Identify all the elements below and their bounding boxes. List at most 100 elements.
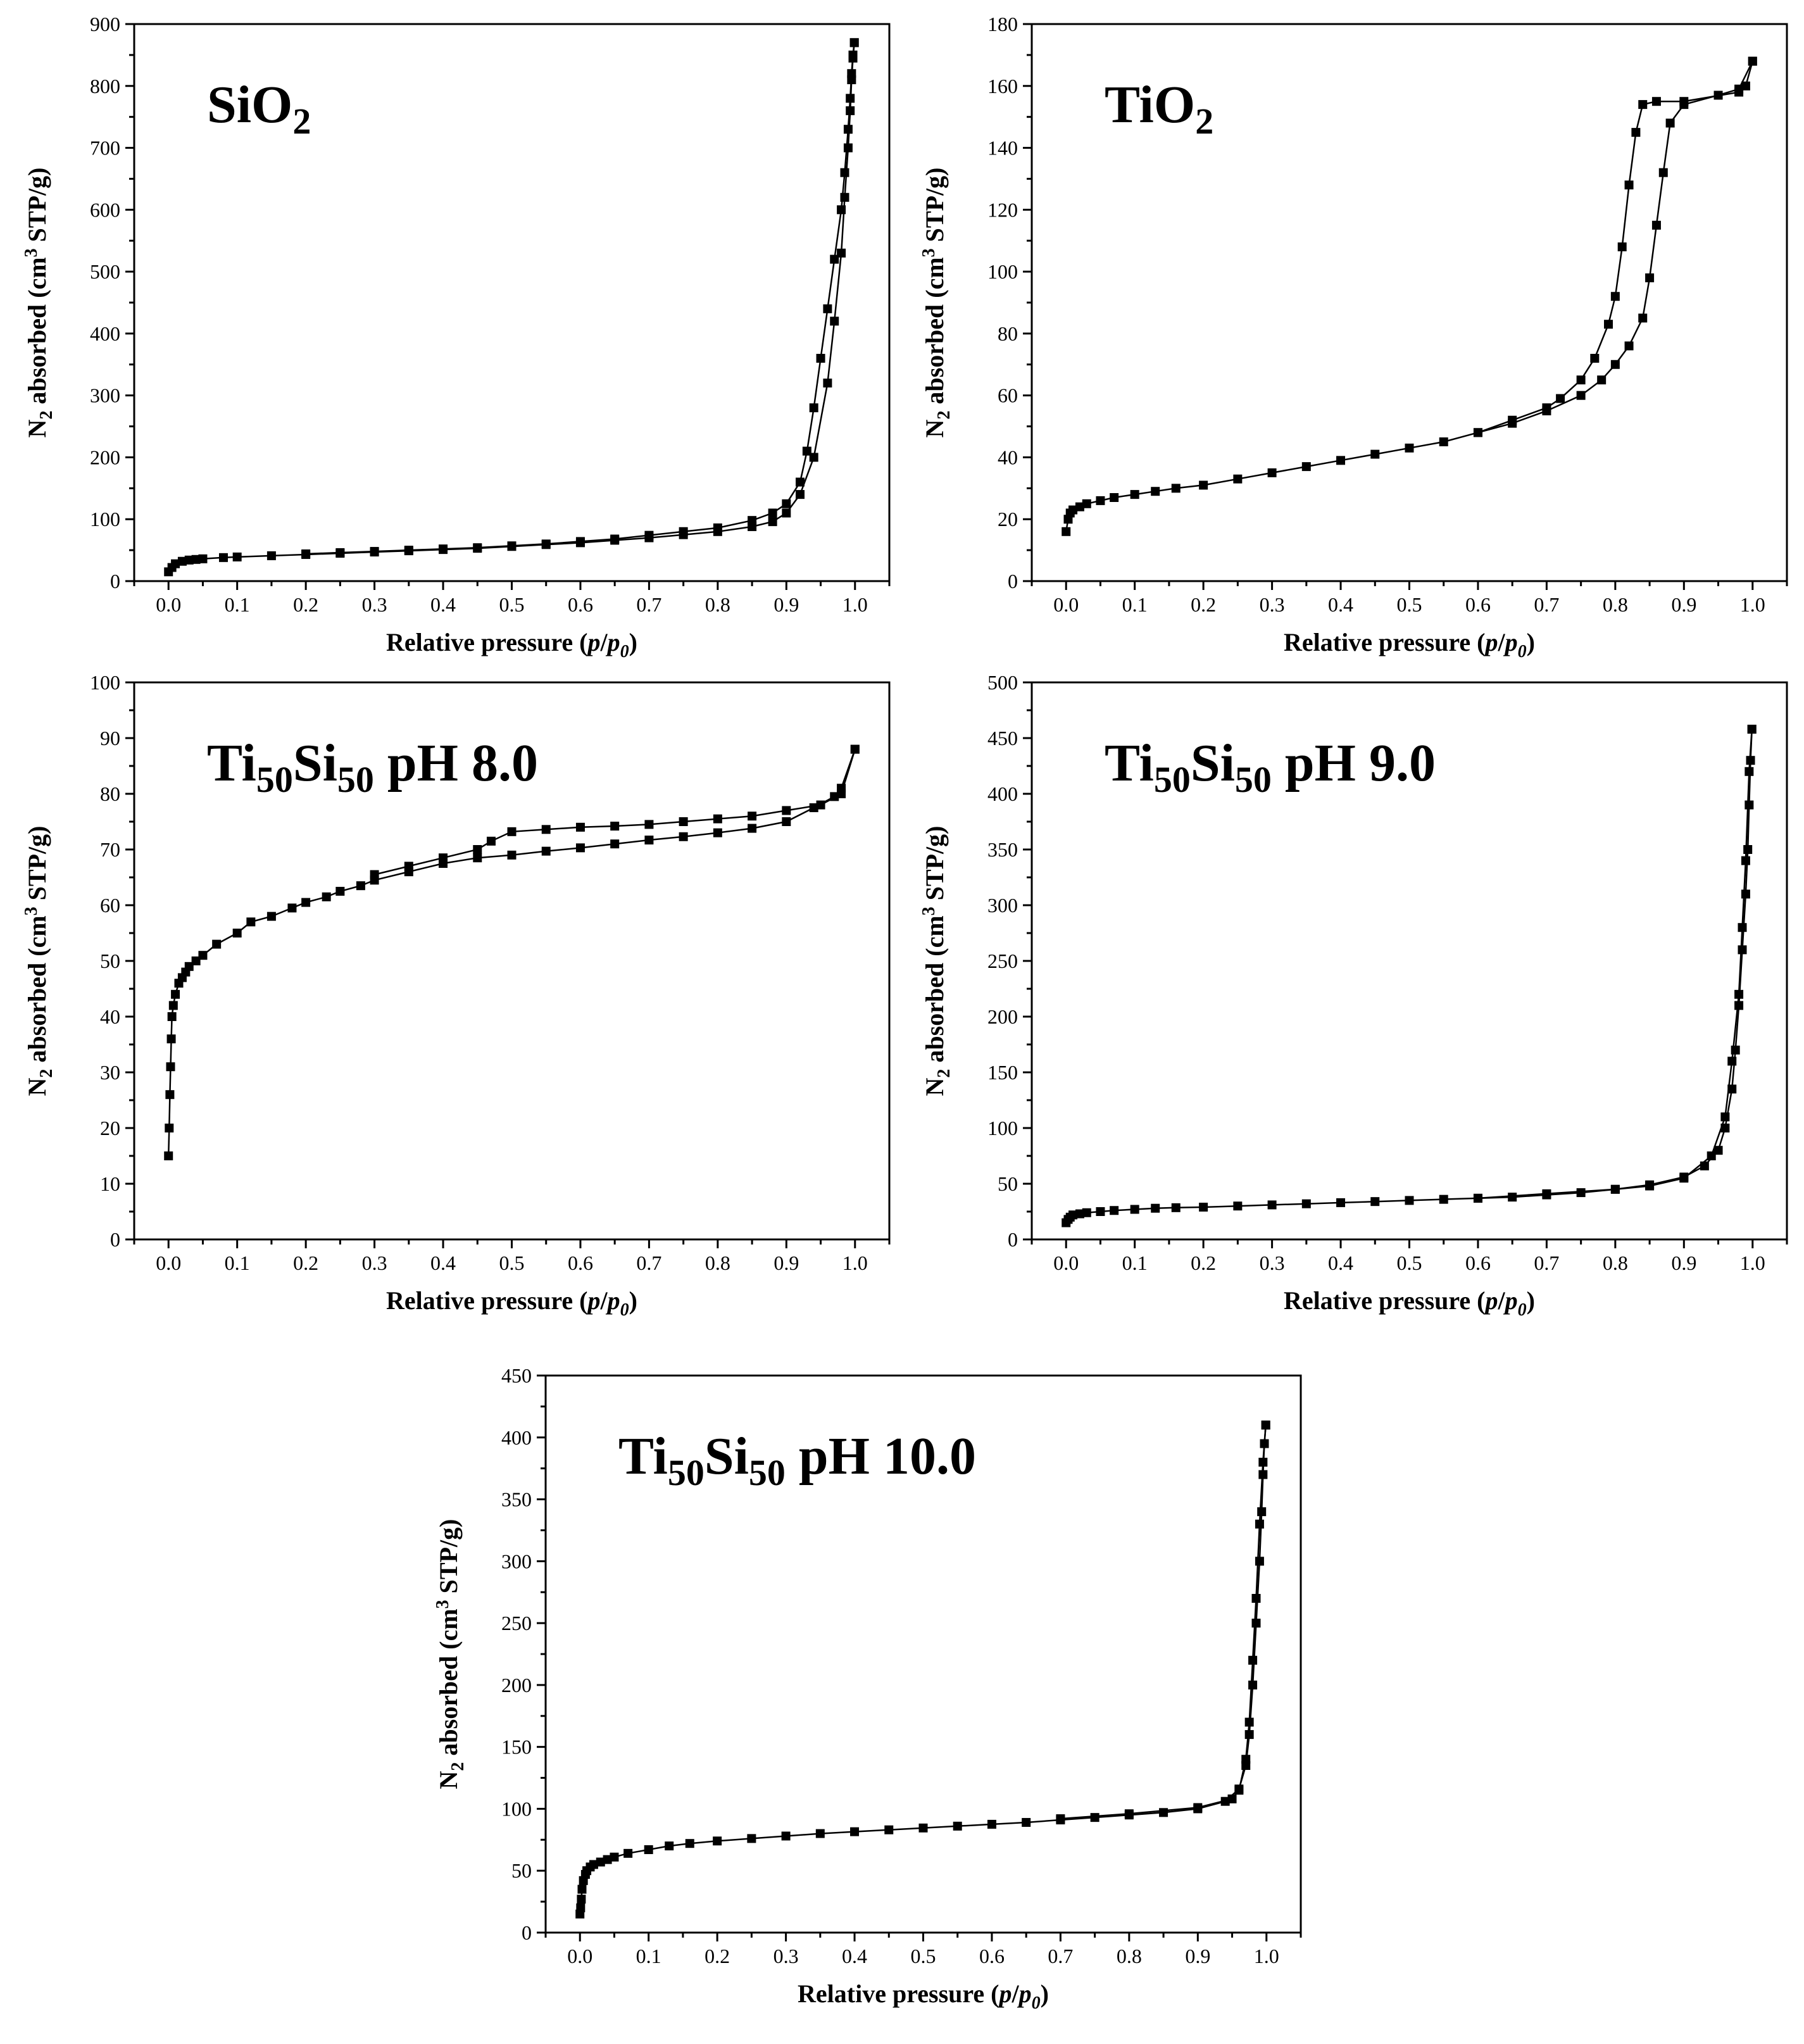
x-tick-label: 0.4 bbox=[1328, 1251, 1353, 1274]
y-axis-label: N2 absorbed (cm3 STP/g) bbox=[22, 168, 56, 438]
data-point-adsorption bbox=[1082, 499, 1091, 508]
data-point-adsorption bbox=[184, 555, 194, 565]
data-point-adsorption bbox=[1171, 484, 1181, 493]
data-point-adsorption bbox=[1738, 945, 1747, 955]
y-tick-label: 100 bbox=[501, 1797, 532, 1820]
data-point-desorption bbox=[1741, 81, 1750, 91]
data-point-adsorption bbox=[1255, 1557, 1264, 1566]
data-point-desorption bbox=[1244, 1717, 1254, 1727]
y-tick-label: 50 bbox=[998, 1172, 1018, 1195]
data-point-adsorption bbox=[987, 1819, 996, 1829]
data-point-adsorption bbox=[1082, 1208, 1091, 1217]
data-point-desorption bbox=[1261, 1420, 1270, 1430]
data-point-adsorption bbox=[1068, 1210, 1078, 1220]
data-point-adsorption bbox=[184, 962, 194, 971]
y-tick-label: 700 bbox=[90, 137, 120, 160]
data-point-adsorption bbox=[1727, 1084, 1737, 1094]
data-point-adsorption bbox=[846, 106, 855, 115]
x-axis-label: Relative pressure (p/p0) bbox=[386, 628, 637, 661]
data-point-adsorption bbox=[1665, 118, 1675, 128]
y-tick-label: 160 bbox=[987, 75, 1018, 97]
data-point-desorption bbox=[1542, 1189, 1551, 1198]
x-tick-label: 0.5 bbox=[911, 1945, 936, 1967]
data-point-adsorption bbox=[1151, 487, 1160, 496]
x-tick-label: 0.8 bbox=[1603, 593, 1628, 616]
y-tick-label: 100 bbox=[90, 671, 120, 694]
data-point-adsorption bbox=[830, 317, 839, 326]
data-point-desorption bbox=[1604, 320, 1613, 329]
data-point-desorption bbox=[335, 548, 345, 558]
x-tick-label: 0.8 bbox=[705, 1251, 730, 1274]
x-axis-label: Relative pressure (p/p0) bbox=[798, 1979, 1049, 2013]
data-point-desorption bbox=[748, 812, 757, 821]
data-point-adsorption bbox=[1075, 502, 1084, 511]
x-tick-label: 0.3 bbox=[1260, 593, 1285, 616]
data-point-desorption bbox=[507, 827, 517, 836]
data-point-desorption bbox=[1255, 1519, 1264, 1529]
data-point-desorption bbox=[1610, 292, 1620, 301]
data-point-desorption bbox=[610, 822, 620, 831]
x-tick-label: 0.9 bbox=[774, 1251, 799, 1274]
y-tick-label: 60 bbox=[100, 894, 120, 917]
data-point-adsorption bbox=[165, 1090, 175, 1100]
data-point-desorption bbox=[1727, 1056, 1737, 1066]
data-point-desorption bbox=[1542, 403, 1551, 413]
data-point-desorption bbox=[575, 822, 585, 832]
panel-title: Ti50Si50 pH 8.0 bbox=[207, 734, 538, 800]
x-tick-label: 0.0 bbox=[156, 593, 181, 616]
data-point-adsorption bbox=[1576, 1188, 1586, 1198]
data-point-adsorption bbox=[1159, 1808, 1168, 1817]
x-tick-label: 0.1 bbox=[225, 593, 250, 616]
data-point-adsorption bbox=[1248, 1680, 1258, 1690]
x-tick-label: 0.6 bbox=[979, 1945, 1005, 1967]
data-point-desorption bbox=[846, 94, 855, 103]
data-point-adsorption bbox=[1267, 468, 1277, 477]
data-point-adsorption bbox=[747, 1834, 756, 1843]
data-point-desorption bbox=[575, 537, 585, 546]
data-point-adsorption bbox=[809, 453, 818, 462]
y-tick-label: 150 bbox=[501, 1736, 532, 1759]
data-point-adsorption bbox=[1597, 375, 1607, 385]
data-point-adsorption bbox=[191, 555, 201, 564]
data-point-adsorption bbox=[644, 836, 654, 845]
data-point-adsorption bbox=[218, 553, 228, 562]
data-point-adsorption bbox=[177, 556, 187, 566]
data-point-adsorption bbox=[610, 1852, 619, 1862]
x-tick-label: 0.6 bbox=[1465, 1251, 1491, 1274]
y-tick-label: 300 bbox=[90, 384, 120, 407]
data-point-desorption bbox=[1251, 1594, 1261, 1603]
x-tick-label: 1.0 bbox=[1254, 1945, 1279, 1967]
data-point-desorption bbox=[782, 806, 791, 815]
y-tick-label: 50 bbox=[511, 1859, 532, 1882]
data-point-adsorption bbox=[884, 1825, 894, 1834]
y-tick-label: 40 bbox=[998, 446, 1018, 468]
data-point-desorption bbox=[782, 499, 791, 508]
data-point-desorption bbox=[1590, 354, 1600, 363]
x-tick-label: 0.9 bbox=[1185, 1945, 1210, 1967]
y-tick-label: 200 bbox=[987, 1005, 1018, 1028]
data-point-adsorption bbox=[596, 1857, 605, 1867]
x-tick-label: 1.0 bbox=[1740, 1251, 1765, 1274]
x-tick-label: 0.5 bbox=[1397, 1251, 1422, 1274]
x-tick-label: 0.1 bbox=[636, 1945, 661, 1967]
y-tick-label: 40 bbox=[100, 1005, 120, 1028]
data-point-adsorption bbox=[1508, 1193, 1517, 1202]
data-point-desorption bbox=[823, 304, 832, 313]
y-tick-label: 100 bbox=[987, 260, 1018, 283]
y-tick-label: 30 bbox=[100, 1061, 120, 1084]
data-point-adsorption bbox=[748, 824, 757, 833]
x-tick-label: 0.6 bbox=[568, 593, 593, 616]
data-point-adsorption bbox=[1199, 1202, 1208, 1212]
x-tick-label: 0.1 bbox=[1122, 593, 1148, 616]
data-point-adsorption bbox=[1130, 1205, 1139, 1214]
data-point-desorption bbox=[1473, 428, 1482, 437]
data-point-adsorption bbox=[837, 248, 846, 258]
data-point-desorption bbox=[644, 530, 654, 540]
data-point-desorption bbox=[840, 168, 849, 177]
data-point-adsorption bbox=[644, 1845, 653, 1854]
y-tick-label: 90 bbox=[100, 727, 120, 749]
panel-title: SiO2 bbox=[207, 75, 311, 142]
chart-panel-4: 0.0 0.1 0.2 0.3 0.4 0.5 0.6 0.7 0.8 0.9 1.0 0 50 100 1… bbox=[919, 671, 1788, 1320]
y-tick-label: 50 bbox=[100, 950, 120, 972]
data-point-adsorption bbox=[507, 850, 517, 860]
